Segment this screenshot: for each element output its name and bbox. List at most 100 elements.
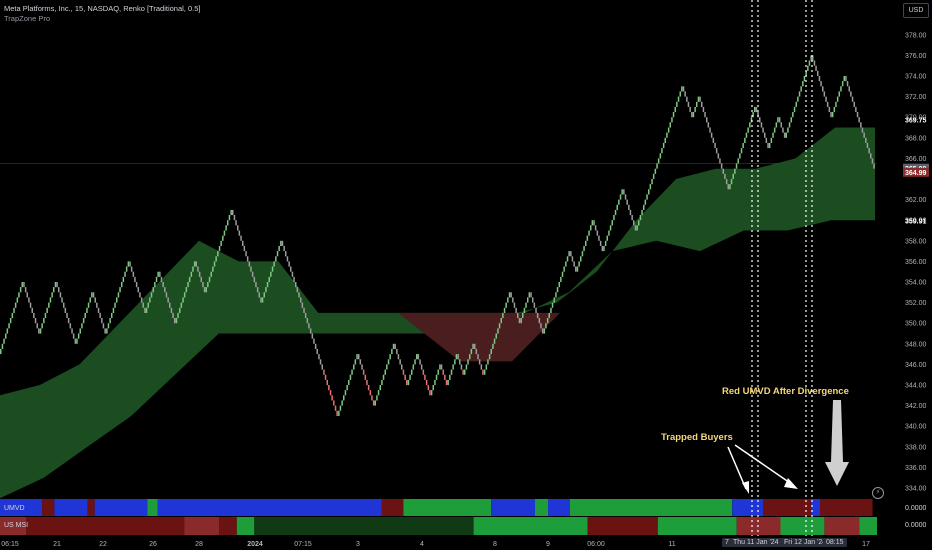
- renko-brick: [667, 127, 670, 133]
- renko-brick: [815, 65, 817, 71]
- renko-brick: [33, 312, 35, 319]
- renko-brick: [208, 276, 211, 283]
- renko-brick: [1, 343, 4, 349]
- renko-brick: [306, 318, 309, 324]
- y-tick-label: 340.00: [905, 424, 927, 431]
- renko-brick: [807, 65, 809, 71]
- renko-brick: [142, 302, 144, 308]
- renko-brick: [28, 297, 30, 303]
- renko-brick: [64, 307, 67, 313]
- renko-brick: [99, 312, 101, 319]
- renko-brick: [818, 76, 821, 82]
- renko-brick: [348, 379, 350, 386]
- renko-brick: [369, 390, 372, 396]
- symbol-title[interactable]: Meta Platforms, Inc., 15, NASDAQ, Renko …: [4, 4, 201, 13]
- renko-brick: [319, 359, 322, 365]
- renko-brick: [641, 209, 643, 216]
- renko-brick: [367, 385, 370, 391]
- msi-segment: [219, 517, 237, 535]
- renko-brick: [180, 302, 183, 308]
- renko-brick: [430, 390, 433, 396]
- time-axis[interactable]: 06:15 21 22 26 28 2024 07:15 3 4 8 9 06:00 11 17: [1, 541, 870, 548]
- renko-brick: [324, 374, 327, 380]
- renko-brick: [507, 297, 509, 303]
- renko-brick: [576, 266, 579, 272]
- renko-brick: [805, 70, 807, 76]
- renko-brick: [682, 86, 685, 92]
- renko-brick: [394, 343, 396, 349]
- renko-brick: [828, 106, 831, 113]
- renko-brick: [376, 395, 378, 401]
- renko-brick: [245, 251, 247, 257]
- renko-brick: [532, 297, 534, 303]
- x-tick-label: 11: [668, 541, 675, 548]
- renko-brick: [764, 132, 766, 138]
- renko-brick: [19, 287, 22, 293]
- renko-brick: [830, 112, 832, 118]
- renko-brick: [817, 70, 819, 76]
- currency-button[interactable]: USD: [903, 3, 929, 18]
- lightning-icon[interactable]: ⚡: [872, 487, 884, 499]
- renko-brick: [106, 328, 108, 334]
- renko-brick: [44, 312, 47, 319]
- renko-brick: [82, 318, 85, 324]
- renko-brick: [669, 122, 671, 128]
- renko-brick: [338, 410, 340, 416]
- renko-brick: [174, 318, 176, 324]
- renko-brick: [465, 364, 468, 370]
- time-bubble-thu: Thu 11 Jan '24: [730, 538, 782, 547]
- renko-brick: [285, 251, 287, 257]
- price-label: 359.91: [905, 219, 927, 226]
- renko-brick: [850, 91, 852, 97]
- renko-brick: [846, 81, 849, 87]
- renko-brick: [744, 137, 746, 143]
- renko-brick: [331, 395, 333, 401]
- x-tick-label: 22: [99, 541, 107, 548]
- renko-brick: [697, 96, 700, 102]
- price-axis[interactable]: 334.00 336.00 338.00 340.00 342.00 344.00 346.…: [903, 32, 929, 493]
- renko-brick: [157, 271, 159, 277]
- renko-brick: [712, 137, 715, 143]
- renko-brick: [798, 91, 801, 97]
- renko-brick: [749, 122, 751, 128]
- y-tick-label: 352.00: [905, 300, 927, 307]
- renko-brick: [611, 220, 613, 226]
- umvd-label[interactable]: UMVD: [4, 505, 25, 512]
- renko-brick: [104, 328, 106, 334]
- y-tick-label: 378.00: [905, 32, 927, 39]
- renko-brick: [333, 400, 335, 406]
- renko-brick: [328, 385, 330, 391]
- renko-brick: [676, 101, 678, 107]
- renko-brick: [613, 215, 615, 221]
- renko-brick: [442, 369, 444, 375]
- renko-brick: [276, 251, 279, 257]
- renko-brick: [411, 369, 413, 375]
- renko-brick: [349, 374, 352, 380]
- renko-brick: [739, 153, 741, 159]
- renko-brick: [238, 230, 241, 236]
- renko-brick: [129, 261, 131, 267]
- renko-brick: [621, 189, 623, 195]
- renko-brick: [773, 127, 776, 133]
- renko-brick: [490, 348, 492, 355]
- renko-brick: [56, 282, 58, 288]
- renko-brick: [454, 359, 456, 365]
- umvd-segment: [54, 499, 88, 516]
- renko-brick: [298, 292, 300, 298]
- annotation-red-umvd: Red UMVD After Divergence: [722, 386, 849, 397]
- renko-brick: [760, 122, 763, 128]
- renko-brick: [49, 297, 52, 303]
- renko-brick: [447, 379, 449, 386]
- renko-brick: [472, 343, 474, 349]
- renko-brick: [402, 369, 405, 375]
- renko-brick: [301, 302, 304, 308]
- renko-brick: [377, 390, 380, 396]
- renko-brick: [334, 405, 337, 411]
- renko-brick: [396, 348, 398, 355]
- renko-brick: [671, 117, 673, 123]
- renko-brick: [800, 86, 802, 92]
- indicator-name[interactable]: TrapZone Pro: [4, 14, 50, 23]
- msi-label[interactable]: US MSI: [4, 522, 29, 529]
- renko-brick: [48, 302, 50, 308]
